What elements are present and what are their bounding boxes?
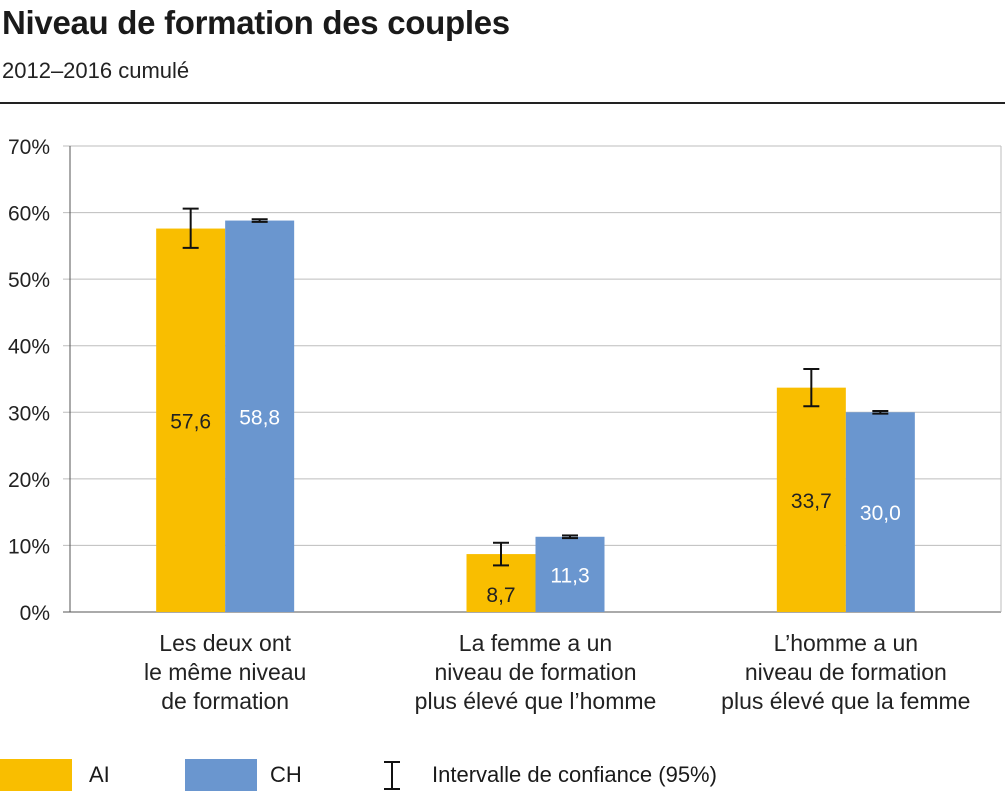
x-tick-label-line: Les deux ont [159,630,291,656]
data-label-ch: 30,0 [860,502,901,525]
bar-ch [535,536,605,612]
y-tick-label: 50% [8,269,50,292]
bar-ch [225,220,295,612]
chart-title: Niveau de formation des couples [2,4,510,41]
x-tick-label-line: L’homme a un [774,630,918,656]
legend-label-ch: CH [270,762,302,787]
legend-label-ai: AI [89,762,110,787]
bar-ai [776,387,846,612]
bar-ai [156,228,226,612]
data-label-ai: 33,7 [791,490,832,513]
x-tick-label-line: niveau de formation [745,659,947,685]
y-tick-label: 40% [8,336,50,359]
x-tick-label-line: le même niveau [144,659,306,685]
y-tick-label: 30% [8,402,50,425]
data-label-ch: 11,3 [550,564,589,587]
title-divider [0,102,1005,104]
confidence-interval-icon [384,761,400,790]
x-tick-label: La femme a un niveau de formation plus éle… [415,630,657,714]
data-label-ai: 8,7 [486,584,515,607]
y-tick-label: 70% [8,136,50,159]
x-tick-label: L’homme a un niveau de formation plus élev… [721,630,970,714]
x-tick-label-line: plus élevé que l’homme [415,688,657,714]
data-label-ai: 57,6 [170,410,211,433]
legend-label-ci: Intervalle de confiance (95%) [432,762,717,787]
y-tick-label: 0% [20,602,50,625]
x-tick-label-line: niveau de formation [434,659,636,685]
bar-ch [845,412,915,612]
x-tick-label-line: plus élevé que la femme [721,688,970,714]
y-tick-label: 60% [8,203,50,226]
x-tick-label: Les deux ont le même niveau de formation [144,630,306,714]
data-label-ch: 58,8 [239,406,280,429]
legend-swatch-ch [185,759,257,791]
y-tick-label: 10% [8,535,50,558]
x-tick-label-line: La femme a un [459,630,612,656]
y-tick-label: 20% [8,469,50,492]
x-tick-label-line: de formation [161,688,289,714]
legend-swatch-ai [0,759,72,791]
chart-subtitle: 2012–2016 cumulé [2,58,190,83]
